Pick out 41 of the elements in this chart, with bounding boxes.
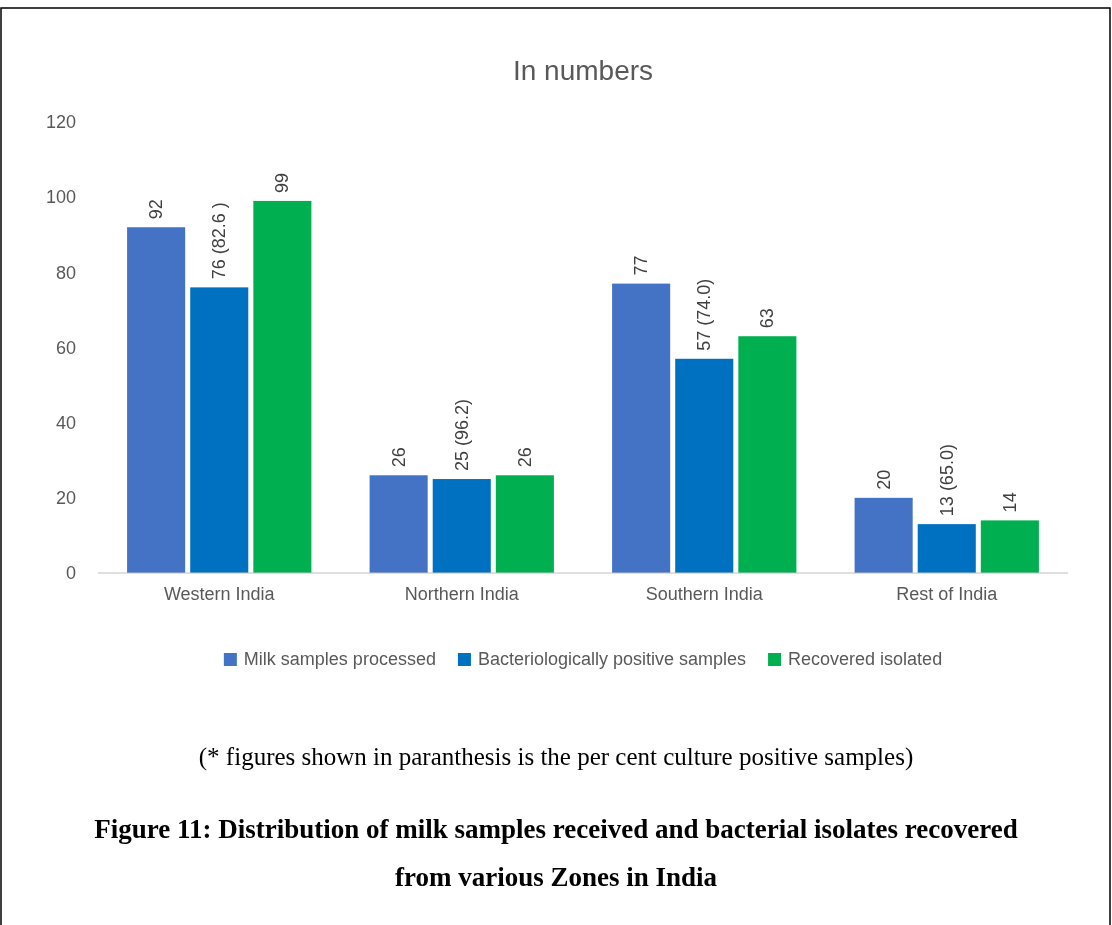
bar	[612, 283, 671, 573]
data-label: 26	[514, 447, 535, 468]
x-tick-label: Northern India	[404, 583, 520, 604]
y-tick-label: 60	[55, 337, 76, 358]
x-tick-label: Southern India	[645, 583, 764, 604]
data-label: 26	[388, 447, 409, 468]
bar	[190, 287, 249, 573]
data-label: 76 (82.6 )	[209, 202, 230, 280]
data-label: 14	[999, 492, 1020, 513]
bar	[917, 524, 976, 573]
y-tick-label: 40	[55, 412, 76, 433]
legend-label: Bacteriologically positive samples	[477, 649, 747, 669]
bar	[495, 475, 554, 573]
bar	[127, 227, 186, 573]
bar	[253, 200, 312, 573]
x-tick-label: Rest of India	[896, 583, 999, 604]
data-label: 25 (96.2)	[451, 398, 472, 472]
text: (* figures shown in paranthesis is the per cent culture positive samples)	[198, 743, 914, 771]
data-label: 13 (65.0)	[936, 444, 957, 517]
bar	[854, 497, 913, 573]
data-label: 20	[873, 469, 894, 490]
caption: Figure 11: Distribution of milk samples received and bacterial isolates recovered from various Zones in India	[94, 814, 1018, 892]
data-label: 57 (74.0)	[694, 278, 715, 351]
bar	[675, 358, 734, 573]
y-tick-label: 100	[45, 187, 76, 208]
y-tick-label: 20	[55, 488, 76, 509]
chart-title: In numbers	[512, 55, 654, 86]
x-tick-label: Western India	[163, 583, 276, 604]
y-tick-label: 0	[65, 563, 76, 584]
legend-label: Milk samples processed	[243, 649, 436, 669]
data-label: 63	[757, 308, 778, 329]
data-label: 77	[631, 255, 652, 276]
bar	[980, 520, 1039, 573]
bar	[738, 336, 797, 573]
data-label: 92	[146, 199, 167, 220]
y-tick-label: 120	[45, 112, 76, 133]
bar	[432, 479, 491, 573]
legend-label: Recovered isolated	[788, 649, 943, 669]
data-label: 99	[272, 172, 293, 193]
y-tick-label: 80	[55, 262, 76, 283]
bar	[369, 475, 428, 573]
